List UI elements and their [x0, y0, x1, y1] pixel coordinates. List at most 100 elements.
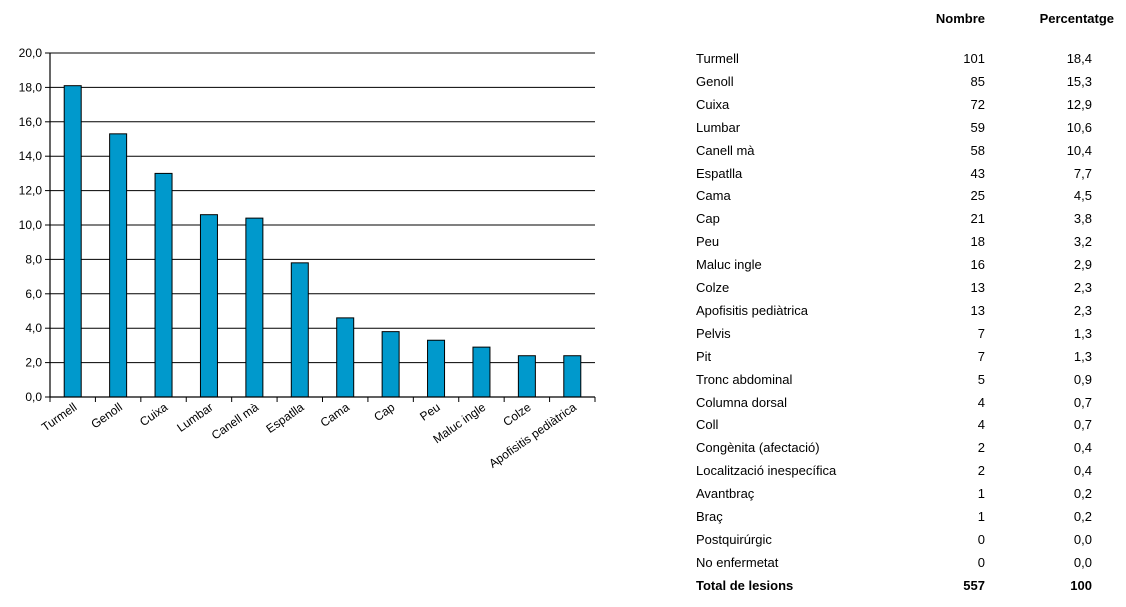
row-label: Turmell — [696, 51, 739, 66]
table-row: Postquirúrgic 0 0,0 — [0, 532, 1126, 555]
table-row: Maluc ingle 16 2,9 — [0, 257, 1126, 280]
table-row: Apofisitis pediàtrica 13 2,3 — [0, 303, 1126, 326]
row-percentage: 2,3 — [1073, 280, 1092, 295]
row-count: 18 — [970, 234, 985, 250]
row-label: Total de lesions — [696, 577, 794, 593]
row-label: Peu — [696, 234, 720, 250]
row-percentage: 0,7 — [1073, 417, 1092, 433]
row-percentage: 4,5 — [1073, 188, 1092, 204]
row-percentage: 0,4 — [1073, 440, 1092, 456]
row-percentage: 0,4 — [1073, 463, 1092, 479]
row-percentage: 15,3 — [1066, 73, 1092, 89]
table-row: Genoll 85 15,3 — [0, 74, 1126, 97]
row-label: Genoll — [696, 73, 734, 89]
y-tick-label: 10,0 — [19, 218, 43, 232]
y-tick-label: 12,0 — [19, 184, 43, 198]
table-row: Turmell 101 18,4 — [0, 51, 1126, 74]
table-row: Pelvis 7 1,3 — [0, 326, 1126, 349]
row-label: Cuixa — [696, 96, 730, 112]
table-row: Canell mà 58 10,4 — [0, 143, 1126, 166]
row-percentage: 0,0 — [1073, 531, 1092, 547]
table-row: Avantbraç 1 0,2 — [0, 486, 1126, 509]
y-tick-label: 8,0 — [25, 252, 42, 266]
percentage-column-header: Percentatge — [1039, 11, 1114, 26]
row-label: No enfermetat — [696, 554, 779, 570]
row-percentage: 12,9 — [1066, 96, 1092, 112]
table-row: Espatlla 43 7,7 — [0, 166, 1126, 189]
y-tick-label: 4,0 — [25, 321, 42, 335]
row-count: 7 — [977, 348, 985, 364]
row-percentage: 10,4 — [1066, 142, 1092, 158]
table-row: Lumbar 59 10,6 — [0, 120, 1126, 143]
row-count: 43 — [970, 165, 985, 181]
table-row: Peu 18 3,2 — [0, 234, 1126, 257]
y-tick-label: 2,0 — [25, 356, 42, 370]
row-count: 2 — [977, 463, 985, 479]
y-tick-label: 6,0 — [25, 287, 42, 301]
row-label: Congènita (afectació) — [696, 440, 820, 456]
row-label: Braç — [696, 509, 723, 524]
row-label: Coll — [696, 417, 719, 433]
row-label: Canell mà — [696, 142, 755, 158]
table-row: No enfermetat 0 0,0 — [0, 555, 1126, 578]
row-count: 1 — [977, 509, 985, 524]
table-row: Braç 1 0,2 — [0, 509, 1126, 532]
table-row: Coll 4 0,7 — [0, 417, 1126, 440]
row-percentage: 2,3 — [1073, 302, 1092, 318]
row-label: Avantbraç — [696, 486, 755, 502]
row-count: 25 — [970, 188, 985, 204]
row-percentage: 7,7 — [1073, 165, 1092, 181]
row-percentage: 0,0 — [1073, 554, 1092, 570]
table-row: Congènita (afectació) 2 0,4 — [0, 440, 1126, 463]
row-percentage: 3,8 — [1073, 211, 1092, 227]
row-count: 16 — [970, 257, 985, 273]
row-label: Apofisitis pediàtrica — [696, 302, 808, 318]
row-percentage: 0,9 — [1073, 371, 1092, 387]
row-percentage: 3,2 — [1073, 234, 1092, 250]
row-count: 72 — [970, 96, 985, 112]
table-total-row: Total de lesions 557 100 — [0, 578, 1126, 601]
row-count: 58 — [970, 142, 985, 158]
y-tick-label: 20,0 — [19, 46, 43, 60]
table-row: Cap 21 3,8 — [0, 211, 1126, 234]
row-count: 13 — [970, 280, 985, 295]
row-percentage: 1,3 — [1073, 348, 1092, 364]
gridlines — [50, 52, 595, 398]
row-percentage: 100 — [1070, 577, 1092, 593]
row-percentage: 2,9 — [1073, 257, 1092, 273]
row-label: Localització inespecífica — [696, 463, 837, 479]
row-percentage: 0,7 — [1073, 394, 1092, 410]
row-label: Cama — [696, 188, 731, 204]
row-count: 2 — [977, 440, 985, 456]
row-label: Tronc abdominal — [696, 371, 793, 387]
row-percentage: 1,3 — [1073, 325, 1092, 341]
row-count: 4 — [977, 394, 985, 410]
row-percentage: 0,2 — [1073, 486, 1092, 502]
bar-chart: 0,02,04,06,08,010,012,014,016,018,020,0T… — [19, 46, 596, 471]
row-count: 13 — [970, 302, 985, 318]
row-count: 85 — [970, 73, 985, 89]
table-row: Tronc abdominal 5 0,9 — [0, 372, 1126, 395]
table-row: Cuixa 72 12,9 — [0, 97, 1126, 120]
table-row: Localització inespecífica 2 0,4 — [0, 463, 1126, 486]
table-row: Colze 13 2,3 — [0, 280, 1126, 303]
y-tick-label: 0,0 — [25, 390, 42, 404]
row-percentage: 18,4 — [1066, 51, 1092, 66]
count-column-header: Nombre — [935, 11, 985, 26]
row-count: 0 — [977, 554, 985, 570]
row-count: 5 — [977, 371, 985, 387]
row-label: Pelvis — [696, 325, 731, 341]
table-row: Pit 7 1,3 — [0, 349, 1126, 372]
row-count: 0 — [977, 531, 985, 547]
y-tick-label: 18,0 — [19, 80, 43, 94]
row-count: 4 — [977, 417, 985, 433]
row-label: Colze — [696, 280, 730, 295]
row-label: Lumbar — [696, 119, 741, 135]
row-label: Maluc ingle — [696, 257, 762, 273]
row-count: 7 — [977, 325, 985, 341]
row-label: Cap — [696, 211, 720, 227]
y-tick-label: 16,0 — [19, 115, 43, 129]
y-tick-label: 14,0 — [19, 149, 43, 163]
axes — [45, 52, 596, 402]
